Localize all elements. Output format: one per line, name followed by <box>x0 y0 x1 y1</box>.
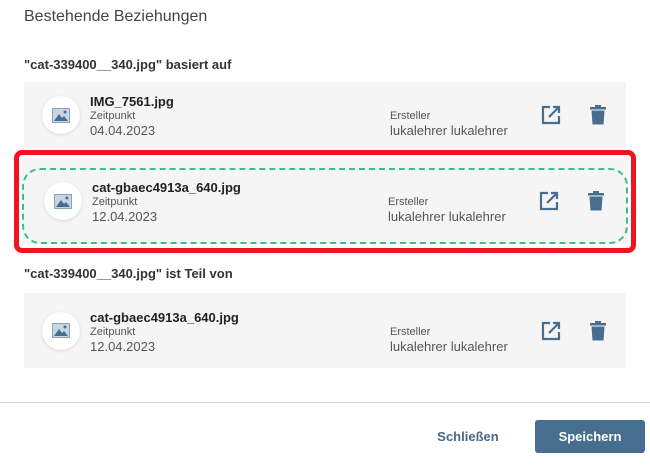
section-based-on: "cat-339400__340.jpg" basiert auf <box>24 57 232 72</box>
relation-card: cat-gbaec4913a_640.jpg Zeitpunkt 12.04.2… <box>22 158 628 244</box>
highlight-box <box>14 150 636 253</box>
time-label: Zeitpunkt <box>90 325 136 338</box>
open-external-icon[interactable] <box>539 191 559 216</box>
creator-value: lukalehrer lukalehrer <box>390 123 508 138</box>
time-value: 12.04.2023 <box>90 338 156 354</box>
close-button[interactable]: Schließen <box>428 420 508 453</box>
dialog-title: Bestehende Beziehungen <box>24 8 208 25</box>
creator-label: Ersteller <box>390 325 431 338</box>
trash-icon[interactable] <box>588 191 604 216</box>
divider <box>0 402 650 403</box>
creator-label: Ersteller <box>390 110 431 122</box>
creator-label: Ersteller <box>388 196 429 208</box>
trash-icon[interactable] <box>590 320 606 346</box>
save-button[interactable]: Speichern <box>535 420 645 453</box>
creator-value: lukalehrer lukalehrer <box>388 209 506 224</box>
relation-card: cat-gbaec4913a_640.jpg Zeitpunkt 12.04.2… <box>24 293 626 368</box>
drop-zone-outline <box>22 168 628 244</box>
trash-icon[interactable] <box>590 105 606 130</box>
item-name: cat-gbaec4913a_640.jpg <box>92 180 241 195</box>
image-icon <box>42 311 80 350</box>
item-name: IMG_7561.jpg <box>90 94 174 109</box>
time-value: 12.04.2023 <box>92 209 158 224</box>
section-part-of: "cat-339400__340.jpg" ist Teil von <box>24 266 233 281</box>
open-external-icon[interactable] <box>541 105 561 130</box>
item-name: cat-gbaec4913a_640.jpg <box>90 309 239 325</box>
creator-value: lukalehrer lukalehrer <box>390 338 508 354</box>
image-icon <box>44 182 82 220</box>
relation-card: IMG_7561.jpg Zeitpunkt 04.04.2023 Erstel… <box>24 82 626 148</box>
open-external-icon[interactable] <box>541 321 561 346</box>
image-icon <box>42 96 80 134</box>
time-label: Zeitpunkt <box>90 110 136 122</box>
time-value: 04.04.2023 <box>90 123 156 138</box>
time-label: Zeitpunkt <box>92 196 138 208</box>
